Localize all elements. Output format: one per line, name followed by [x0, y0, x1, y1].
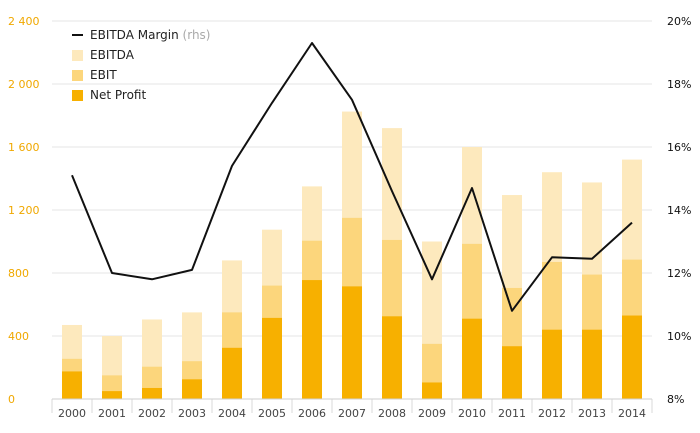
x-tick-label: 2013	[578, 407, 606, 420]
margin-line	[71, 42, 633, 312]
x-tick-label: 2001	[98, 407, 126, 420]
bar-net-profit	[462, 318, 482, 399]
x-tick-label: 2007	[338, 407, 366, 420]
legend-label: EBITDA	[90, 48, 135, 62]
x-tick-label: 2002	[138, 407, 166, 420]
legend-label-name: Net Profit	[90, 88, 146, 102]
left-tick-label: 1 600	[8, 141, 40, 154]
x-tick-label: 2011	[498, 407, 526, 420]
bar-net-profit	[382, 316, 402, 399]
right-tick-label: 14%	[667, 204, 691, 217]
bar-net-profit	[502, 346, 522, 399]
legend-label: Net Profit	[90, 88, 146, 102]
left-tick-label: 2 400	[8, 15, 40, 28]
bar-net-profit	[262, 317, 282, 399]
bar-net-profit	[342, 286, 362, 399]
legend-label-name: EBITDA Margin	[90, 28, 179, 42]
bar-net-profit	[102, 391, 122, 399]
x-tick-label: 2009	[418, 407, 446, 420]
axes: 0 400 800 1 200 1 600 2 000 2 400 8% 10% 12% 14% 16…	[8, 15, 691, 420]
bar-net-profit	[542, 329, 562, 399]
x-tick-label: 2010	[458, 407, 486, 420]
x-tick-label: 2005	[258, 407, 286, 420]
legend-swatch	[72, 70, 83, 81]
bar-net-profit	[142, 387, 162, 399]
bar-net-profit	[302, 280, 322, 399]
bar-net-profit	[182, 379, 202, 399]
right-tick-label: 20%	[667, 15, 691, 28]
left-tick-label: 0	[8, 393, 15, 406]
x-tick-label: 2008	[378, 407, 406, 420]
x-tick-label: 2000	[58, 407, 86, 420]
legend-label-suffix: (rhs)	[179, 28, 211, 42]
legend: EBITDA Margin (rhs) EBITDA EBIT Net Profit	[72, 28, 211, 102]
right-tick-label: 18%	[667, 78, 691, 91]
right-tick-label: 16%	[667, 141, 691, 154]
right-tick-label: 8%	[667, 393, 684, 406]
legend-label: EBITDA Margin (rhs)	[90, 28, 211, 42]
bars	[62, 111, 642, 399]
x-tick-label: 2006	[298, 407, 326, 420]
bar-net-profit	[582, 329, 602, 399]
bar-net-profit	[422, 382, 442, 399]
legend-label-name: EBIT	[90, 68, 117, 82]
x-tick-label: 2004	[218, 407, 246, 420]
legend-label: EBIT	[90, 68, 117, 82]
left-tick-label: 400	[8, 330, 29, 343]
x-tick-label: 2014	[618, 407, 646, 420]
x-tick-label: 2012	[538, 407, 566, 420]
left-tick-label: 2 000	[8, 78, 40, 91]
right-tick-label: 10%	[667, 330, 691, 343]
x-tick-label: 2003	[178, 407, 206, 420]
legend-label-name: EBITDA	[90, 48, 135, 62]
left-tick-label: 1 200	[8, 204, 40, 217]
right-tick-label: 12%	[667, 267, 691, 280]
bar-net-profit	[222, 347, 242, 399]
bar-net-profit	[622, 315, 642, 399]
legend-swatch	[72, 90, 83, 101]
legend-swatch	[72, 50, 83, 61]
bar-net-profit	[62, 371, 82, 399]
left-tick-label: 800	[8, 267, 29, 280]
